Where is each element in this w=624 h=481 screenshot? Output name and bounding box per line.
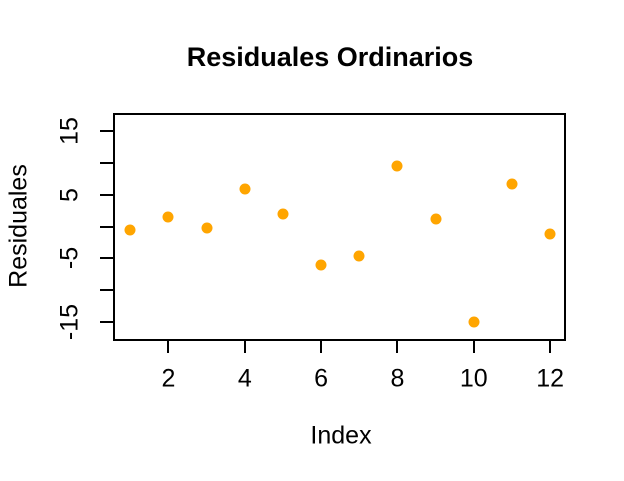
y-tick-mark <box>99 321 113 324</box>
x-tick-mark <box>472 340 475 353</box>
plot-area <box>112 112 566 341</box>
y-tick-label: -5 <box>55 247 84 270</box>
y-axis-title: Residuales <box>4 164 33 288</box>
data-point <box>544 228 556 240</box>
data-point <box>468 316 480 328</box>
x-tick-label: 4 <box>237 364 252 393</box>
x-tick-label: 12 <box>536 364 565 393</box>
y-tick-label: -15 <box>55 304 84 341</box>
data-point <box>506 178 518 190</box>
y-tick-mark <box>99 289 113 292</box>
y-tick-label: 5 <box>55 187 84 202</box>
data-point <box>277 208 289 220</box>
x-axis-title: Index <box>310 421 372 450</box>
y-tick-mark <box>99 129 113 132</box>
x-tick-label: 2 <box>161 364 176 393</box>
data-point <box>353 250 365 262</box>
y-tick-mark <box>99 193 113 196</box>
chart-title: Residuales Ordinarios <box>186 42 474 72</box>
x-tick-label: 8 <box>390 364 405 393</box>
y-tick-mark <box>99 225 113 228</box>
data-point <box>201 222 213 234</box>
x-tick-mark <box>549 340 552 353</box>
data-point <box>239 183 251 195</box>
data-point <box>315 259 327 271</box>
data-point <box>430 213 442 225</box>
x-tick-label: 6 <box>314 364 329 393</box>
x-tick-mark <box>243 340 246 353</box>
x-tick-label: 10 <box>459 364 488 393</box>
y-tick-mark <box>99 161 113 164</box>
data-point <box>162 211 174 223</box>
y-tick-mark <box>99 257 113 260</box>
y-tick-label: 15 <box>55 116 84 145</box>
x-tick-mark <box>167 340 170 353</box>
x-tick-mark <box>396 340 399 353</box>
x-tick-mark <box>320 340 323 353</box>
data-point <box>391 160 403 172</box>
data-point <box>124 224 136 236</box>
